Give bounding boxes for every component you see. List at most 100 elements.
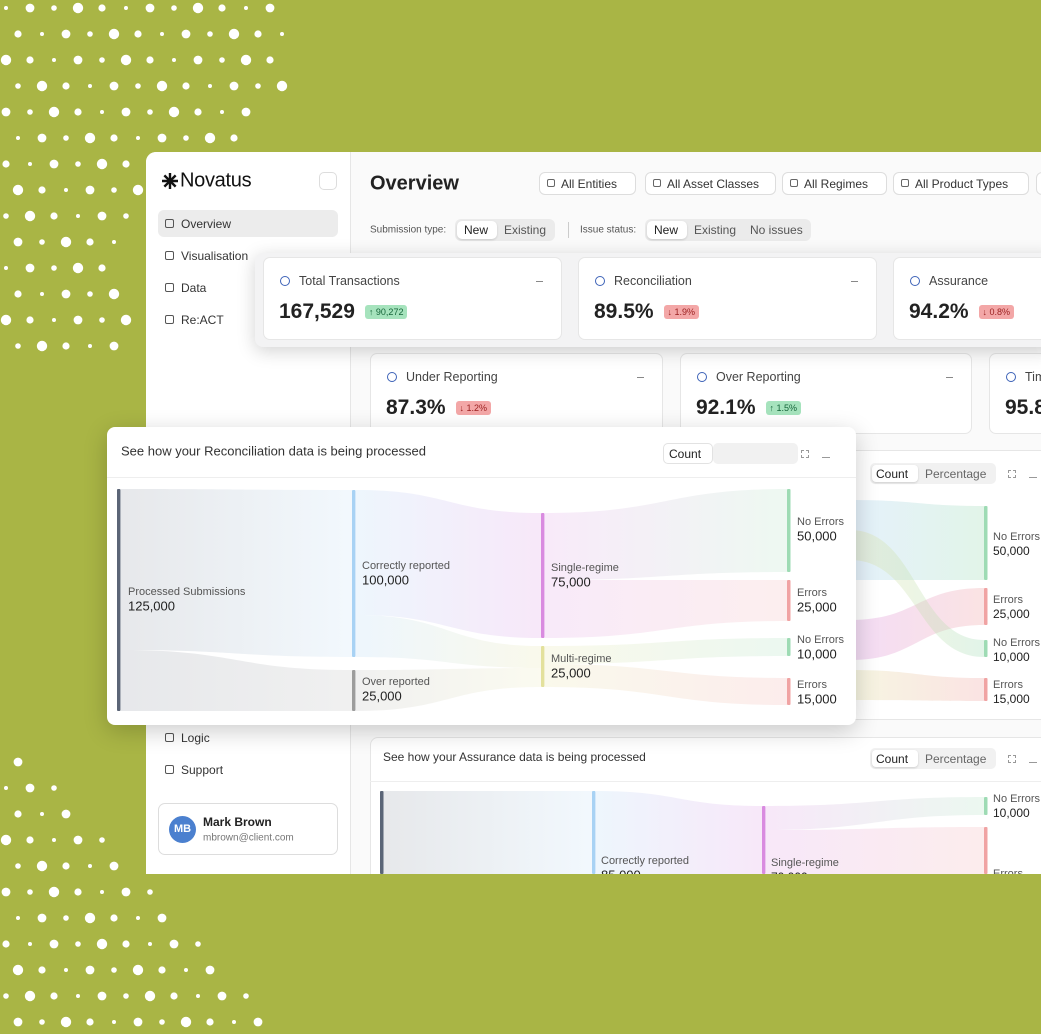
decor-dot (75, 161, 81, 167)
filter-pill[interactable] (539, 172, 636, 195)
toggle-option[interactable]: Count (876, 752, 909, 766)
decor-dot (88, 84, 92, 88)
decor-dot (0, 314, 12, 326)
collapse-button[interactable] (319, 172, 337, 190)
flow-node (787, 489, 791, 572)
segment-option[interactable]: New (464, 223, 489, 237)
kpi-card[interactable] (578, 257, 877, 340)
decor-dot (88, 344, 92, 348)
flow-link (850, 588, 984, 660)
decor-dot (15, 83, 21, 89)
decor-dot (145, 3, 155, 13)
decor-dot (232, 1020, 236, 1024)
decor-dot (228, 28, 240, 40)
decor-dot (85, 185, 95, 195)
nav-item[interactable]: Logic (181, 731, 210, 745)
decor-dot (204, 132, 216, 144)
kpi-card[interactable] (989, 353, 1041, 434)
kpi-card[interactable] (680, 353, 972, 434)
decor-dot (0, 54, 12, 66)
decor-dot (51, 265, 57, 271)
assurance-sankey (380, 791, 988, 874)
divider (370, 781, 1041, 782)
segment-option[interactable]: New (654, 223, 679, 237)
filter-label[interactable]: All Product Types (915, 176, 1009, 191)
filter-label[interactable]: All Regimes (804, 176, 869, 191)
kpi-delta: ↑ 90,272 (364, 305, 408, 319)
node-label: No Errors (797, 634, 845, 646)
nav-item[interactable]: Re:ACT (181, 313, 224, 327)
decor-dot (12, 184, 24, 196)
decor-dot (36, 860, 48, 872)
expand-icon[interactable] (1008, 470, 1016, 478)
kpi-value: 89.5% (594, 300, 654, 323)
download-icon[interactable] (1029, 470, 1037, 478)
node-value: 50,000 (797, 528, 837, 544)
segment-option[interactable]: Existing (694, 223, 737, 237)
kpi-value-row: 87.3% ↓ 1.2% (386, 396, 492, 420)
nav-item[interactable]: Support (181, 763, 224, 777)
filter-label[interactable]: All Asset Classes (667, 176, 760, 191)
decor-dot (50, 212, 58, 220)
decor-dot (132, 184, 144, 196)
decor-dot (99, 317, 105, 323)
filter-label[interactable]: All Entities (561, 176, 618, 191)
decor-dot (60, 236, 72, 248)
kpi-delta: ↑ 1.5% (765, 401, 802, 415)
decor-dot (183, 135, 189, 141)
filter-pill[interactable] (893, 172, 1029, 195)
nav-item[interactable]: Overview (181, 217, 232, 231)
toggle-option[interactable]: Count (669, 447, 702, 461)
decor-dot (40, 812, 44, 816)
filter-icon (901, 179, 909, 187)
kpi-value-row: 89.5% ↓ 1.9% (594, 300, 700, 324)
kpi-card[interactable] (893, 257, 1041, 340)
segment-selected (647, 221, 687, 239)
decor-dot (280, 32, 284, 36)
segment-option[interactable]: Existing (504, 223, 547, 237)
download-icon[interactable] (822, 450, 830, 458)
decor-dot (100, 110, 104, 114)
filter-icon (653, 179, 661, 187)
nav-item[interactable]: Visualisation (181, 249, 249, 263)
filter-pill[interactable] (645, 172, 776, 195)
segment-option[interactable]: No issues (750, 223, 803, 237)
decor-dot (99, 57, 105, 63)
decor-dot (4, 786, 8, 790)
decor-dot (86, 1018, 94, 1026)
decor-dot (195, 941, 201, 947)
decor-dot (27, 889, 33, 895)
flow-link (545, 580, 787, 638)
decor-dot (240, 54, 252, 66)
flow-link (766, 797, 984, 830)
node-value: 25,000 (551, 665, 591, 681)
download-icon[interactable] (1029, 755, 1037, 763)
filter-icon (547, 179, 555, 187)
decor-dot (40, 292, 44, 296)
flow-node (762, 806, 766, 874)
decor-dot (73, 835, 83, 845)
toggle-option[interactable]: Count (876, 467, 909, 481)
decor-dot (13, 757, 23, 767)
decor-dot (109, 81, 119, 91)
node-value: 25,000 (362, 688, 402, 704)
decor-dot (25, 3, 35, 13)
nav-item[interactable]: Data (181, 281, 207, 295)
decor-dot (122, 160, 130, 168)
decor-dot (74, 888, 82, 896)
flow-node (984, 678, 988, 701)
kpi-card[interactable] (263, 257, 562, 340)
filter-pill[interactable] (782, 172, 887, 195)
toggle-option[interactable]: Percentage (925, 467, 987, 481)
expand-icon[interactable] (1008, 755, 1016, 763)
toggle-option[interactable]: Percentage (925, 752, 987, 766)
node-label: Errors (797, 679, 827, 691)
node-label: Single-regime (771, 857, 839, 869)
kpi-card[interactable] (370, 353, 663, 434)
decor-dot (72, 262, 84, 274)
decor-dot (276, 80, 288, 92)
expand-icon[interactable] (801, 450, 809, 458)
decor-dot (28, 942, 32, 946)
decor-dot (12, 964, 24, 976)
